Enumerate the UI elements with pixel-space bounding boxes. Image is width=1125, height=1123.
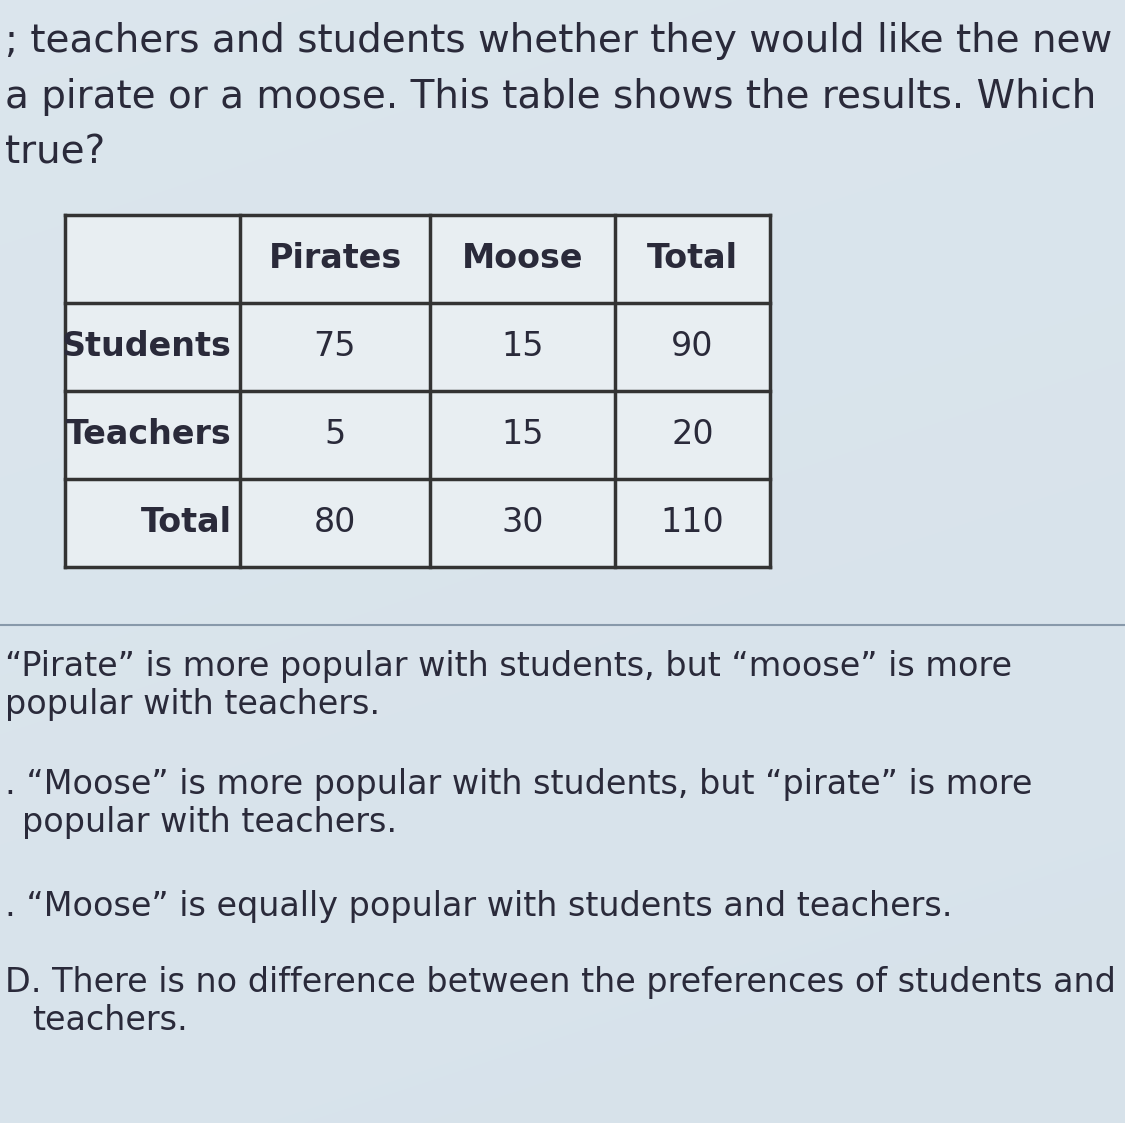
Text: 15: 15 (502, 330, 543, 364)
Text: popular with teachers.: popular with teachers. (22, 806, 397, 839)
Text: 75: 75 (314, 330, 357, 364)
Text: Total: Total (647, 243, 738, 275)
Text: teachers.: teachers. (32, 1004, 188, 1037)
Text: 80: 80 (314, 506, 357, 539)
Text: a pirate or a moose. This table shows the results. Which: a pirate or a moose. This table shows th… (4, 77, 1096, 116)
Text: Moose: Moose (461, 243, 583, 275)
Text: popular with teachers.: popular with teachers. (4, 688, 380, 721)
Text: 90: 90 (672, 330, 713, 364)
Text: 15: 15 (502, 419, 543, 451)
Text: 110: 110 (660, 506, 724, 539)
Bar (65, 214, 770, 567)
Text: Teachers: Teachers (66, 419, 232, 451)
Text: “Pirate” is more popular with students, but “moose” is more: “Pirate” is more popular with students, … (4, 650, 1012, 683)
Text: Pirates: Pirates (269, 243, 402, 275)
Text: 30: 30 (502, 506, 543, 539)
Text: true?: true? (4, 134, 106, 172)
Text: D. There is no difference between the preferences of students and: D. There is no difference between the pr… (4, 966, 1116, 999)
Text: 5: 5 (324, 419, 345, 451)
Text: . “Moose” is equally popular with students and teachers.: . “Moose” is equally popular with studen… (4, 891, 953, 923)
Text: . “Moose” is more popular with students, but “pirate” is more: . “Moose” is more popular with students,… (4, 768, 1033, 801)
Text: 20: 20 (672, 419, 714, 451)
Text: ; teachers and students whether they would like the new schoo: ; teachers and students whether they wou… (4, 22, 1125, 60)
Text: Students: Students (62, 330, 232, 364)
Text: Total: Total (141, 506, 232, 539)
